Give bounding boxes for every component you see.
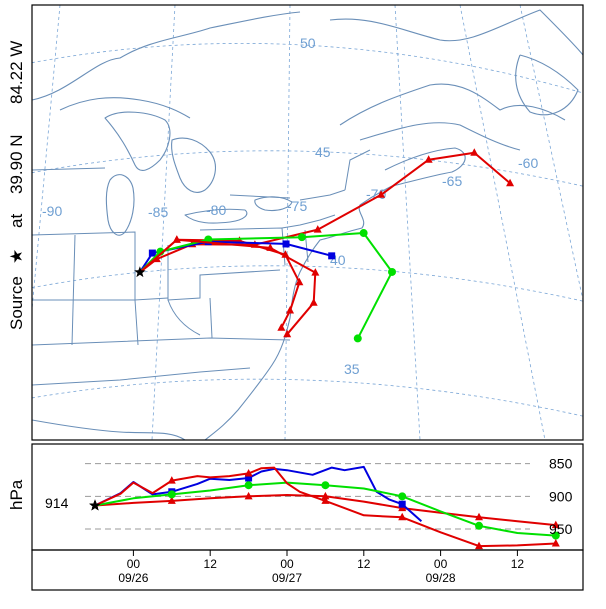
lon-label-75: -75 bbox=[287, 198, 307, 214]
map-point-0-4 bbox=[313, 225, 322, 233]
lon-label-60: -60 bbox=[518, 155, 538, 171]
lon-label-85: -85 bbox=[148, 204, 168, 220]
lon-label-90: -90 bbox=[42, 203, 62, 219]
profile-point-2-2 bbox=[167, 490, 176, 499]
lat-labels: 50 45 40 35 bbox=[300, 35, 360, 377]
lon-label-80: -80 bbox=[206, 202, 226, 218]
source-at: at bbox=[7, 214, 26, 228]
profile-point-3-13 bbox=[321, 496, 330, 504]
profile-point-2-6 bbox=[321, 481, 330, 490]
map-source-star-icon bbox=[134, 266, 146, 278]
profile-point-1-8 bbox=[245, 474, 253, 482]
profile-ylabel: hPa bbox=[7, 479, 26, 510]
profile-point-2-12 bbox=[551, 531, 560, 540]
profile-trajectories bbox=[89, 465, 560, 550]
pressure-level-labels: 850 900 950 bbox=[549, 456, 573, 537]
map-point-1-5 bbox=[286, 306, 295, 314]
profile-point-2-8 bbox=[398, 492, 407, 501]
profile-point-2-10 bbox=[475, 521, 483, 530]
time-axis: 00 12 00 12 00 12 09/26 09/27 09/28 bbox=[118, 550, 524, 585]
time-tick-label-3: 12 bbox=[357, 557, 371, 571]
profile-start-star-3 bbox=[89, 499, 101, 511]
map-panel: 50 45 40 35 -90 -85 -80 -75 -70 -65 -60 bbox=[31, 4, 584, 441]
profile-point-3-8 bbox=[244, 468, 253, 477]
profile-point-0-12 bbox=[551, 520, 560, 529]
lon-labels: -90 -85 -80 -75 -70 -65 -60 bbox=[42, 155, 538, 220]
lat-label-35: 35 bbox=[344, 361, 360, 377]
lon-label-65: -65 bbox=[442, 173, 462, 189]
map-point-4-4 bbox=[309, 298, 318, 306]
date-label-2: 09/28 bbox=[426, 571, 456, 585]
lat-label-50: 50 bbox=[300, 35, 316, 51]
profile-point-0-2 bbox=[167, 496, 176, 504]
profile-series-line-1 bbox=[94, 465, 423, 522]
map-point-4-5 bbox=[283, 329, 292, 338]
profile-point-1-18 bbox=[398, 500, 406, 508]
time-tick-label-5: 12 bbox=[511, 557, 525, 571]
map-point-4-2 bbox=[266, 243, 275, 251]
map-point-0-5 bbox=[377, 190, 386, 198]
time-tick-label-1: 12 bbox=[204, 557, 218, 571]
profile-point-3-19 bbox=[551, 538, 560, 547]
time-tick-label-2: 00 bbox=[280, 557, 294, 571]
time-axis-frame bbox=[31, 549, 584, 591]
profile-point-2-4 bbox=[244, 481, 253, 490]
map-trajectories bbox=[134, 148, 515, 343]
profile-panel: hPa 914 850 900 950 00 12 00 12 00 12 09/26 09/27… bbox=[7, 443, 584, 591]
source-prefix: Source bbox=[7, 276, 26, 330]
profile-point-0-10 bbox=[475, 512, 483, 521]
map-point-0-6 bbox=[424, 155, 433, 163]
map-graticule bbox=[32, 5, 583, 440]
map-point-2-1 bbox=[148, 249, 156, 257]
time-tick-label-4: 00 bbox=[434, 557, 448, 571]
profile-point-3-4 bbox=[167, 476, 176, 484]
profile-point-3-17 bbox=[475, 541, 483, 550]
map-point-1-4 bbox=[295, 277, 304, 286]
lat-label-45: 45 bbox=[315, 144, 331, 160]
lon-label-70: -70 bbox=[366, 186, 386, 202]
map-point-0-8 bbox=[506, 178, 515, 187]
source-label: Source ★ at 39.90 N 84.22 W bbox=[7, 41, 26, 330]
profile-point-3-15 bbox=[398, 512, 407, 521]
map-point-3-5 bbox=[388, 267, 397, 276]
map-point-3-3 bbox=[297, 233, 306, 242]
map-frame bbox=[31, 4, 584, 441]
date-label-0: 09/26 bbox=[118, 571, 148, 585]
map-point-0-7 bbox=[470, 148, 479, 156]
source-lat: 39.90 N bbox=[7, 134, 26, 194]
level-label-950: 950 bbox=[549, 521, 573, 537]
source-star-icon: ★ bbox=[7, 249, 26, 264]
map-series-line-4 bbox=[139, 238, 317, 335]
profile-series-line-3 bbox=[94, 466, 556, 548]
profile-series-line-2 bbox=[94, 481, 556, 537]
map-point-2-4 bbox=[328, 252, 336, 260]
map-coastline bbox=[32, 9, 583, 440]
profile-point-0-4 bbox=[244, 491, 253, 500]
map-point-3-6 bbox=[353, 334, 362, 343]
map-point-4-3 bbox=[311, 268, 320, 276]
profile-point-0-6 bbox=[321, 491, 330, 500]
map-point-4-1 bbox=[172, 235, 181, 243]
level-label-850: 850 bbox=[549, 456, 573, 472]
date-label-1: 09/27 bbox=[272, 571, 302, 585]
map-borders bbox=[32, 149, 371, 386]
start-value: 914 bbox=[45, 495, 69, 511]
time-tick-label-0: 00 bbox=[127, 557, 141, 571]
level-label-900: 900 bbox=[549, 488, 573, 504]
map-point-1-6 bbox=[277, 323, 286, 331]
map-point-2-3 bbox=[282, 240, 290, 248]
map-point-3-4 bbox=[359, 229, 368, 238]
source-lon: 84.22 W bbox=[7, 41, 26, 104]
